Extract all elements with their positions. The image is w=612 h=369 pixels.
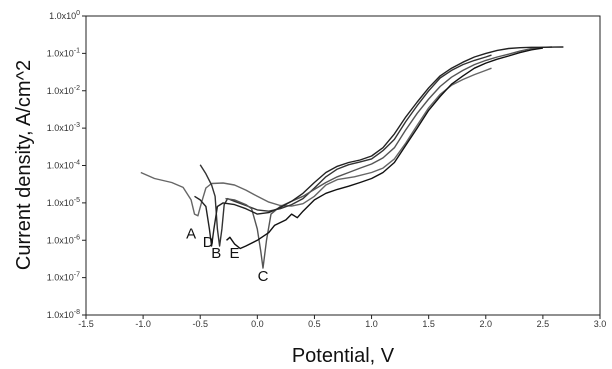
y-tick-exponent: -6 [74, 234, 80, 241]
y-tick-exponent: -8 [74, 309, 80, 316]
y-tick-exponent: -3 [74, 122, 80, 129]
y-tick-label: 1.0x10-5 [47, 197, 80, 208]
curve-label-d: D [203, 234, 214, 251]
y-tick-label: 1.0x10-4 [47, 160, 80, 171]
y-tick-label: 1.0x10-6 [47, 234, 80, 245]
y-tick-exponent: -4 [74, 160, 80, 167]
y-tick-exponent: -5 [74, 197, 80, 204]
series-line-e [226, 47, 544, 250]
series-line-a [140, 67, 492, 217]
y-tick-exponent: 0 [76, 10, 80, 17]
series-lines [140, 46, 564, 269]
x-tick-label: 2.5 [537, 319, 550, 329]
y-tick-mantissa: 1.0x10 [47, 198, 74, 208]
x-tick-label: 0.5 [308, 319, 321, 329]
y-tick-mantissa: 1.0x10 [47, 273, 74, 283]
y-tick-mantissa: 1.0x10 [47, 48, 74, 58]
curve-label-a: A [186, 226, 196, 243]
y-axis-ticks: 1.0x10-81.0x10-71.0x10-61.0x10-51.0x10-4… [47, 10, 86, 320]
curve-label-c: C [258, 268, 269, 285]
curve-labels: AB C DE [186, 226, 269, 286]
y-tick-label: 1.0x10-8 [47, 309, 80, 320]
x-tick-label: 2.0 [480, 319, 493, 329]
x-tick-label: 0.0 [251, 319, 264, 329]
y-tick-mantissa: 1.0x10 [47, 310, 74, 320]
x-axis-ticks: -1.5 -1.0 -0.5 0.0 0.5 1.0 1.5 2.0 2.5 3.0 [78, 315, 606, 329]
series-line-b [199, 54, 492, 247]
y-tick-mantissa: 1.0x10 [47, 86, 74, 96]
x-tick-label: 3.0 [594, 319, 607, 329]
x-tick-label: -1.5 [78, 319, 94, 329]
y-tick-mantissa: 1.0x10 [47, 161, 74, 171]
x-tick-label: 1.5 [422, 319, 435, 329]
x-tick-label: -0.5 [192, 319, 208, 329]
plot-area [85, 15, 601, 316]
series-line-d [194, 46, 564, 247]
y-axis-title: Current density, A/cm^2 [13, 60, 35, 270]
y-tick-label: 1.0x10-7 [47, 272, 80, 283]
y-tick-mantissa: 1.0x10 [47, 123, 74, 133]
x-axis-title: Potential, V [292, 345, 395, 367]
y-tick-exponent: -1 [74, 47, 80, 54]
y-tick-label: 1.0x10-3 [47, 122, 80, 133]
series-line-c [225, 46, 553, 269]
curve-label-e: E [229, 245, 239, 262]
y-tick-exponent: -2 [74, 85, 80, 92]
x-tick-label: -1.0 [135, 319, 151, 329]
y-tick-mantissa: 1.0x10 [49, 11, 76, 21]
y-tick-label: 1.0x100 [49, 10, 80, 21]
y-tick-mantissa: 1.0x10 [47, 235, 74, 245]
plot-frame [85, 15, 601, 316]
y-tick-label: 1.0x10-1 [47, 47, 80, 58]
y-tick-label: 1.0x10-2 [47, 85, 80, 96]
y-tick-exponent: -7 [74, 272, 80, 279]
curve-label-b: B [211, 245, 221, 262]
x-tick-label: 1.0 [365, 319, 378, 329]
